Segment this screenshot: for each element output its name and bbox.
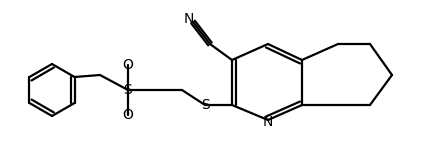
- Text: O: O: [122, 58, 133, 72]
- Text: S: S: [124, 83, 133, 97]
- Text: S: S: [200, 98, 209, 112]
- Text: O: O: [122, 108, 133, 122]
- Text: N: N: [184, 12, 194, 26]
- Text: N: N: [263, 115, 273, 129]
